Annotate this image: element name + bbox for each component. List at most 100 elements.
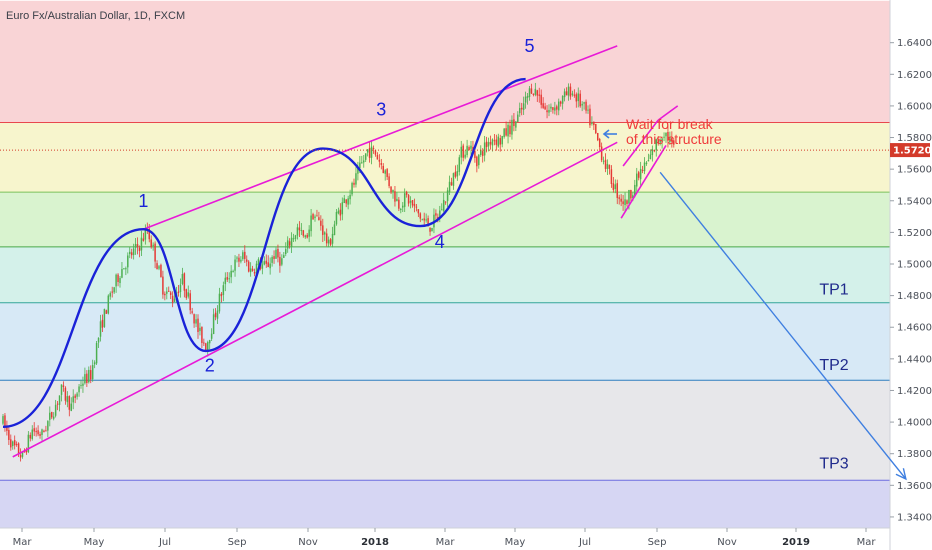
candle-up xyxy=(636,173,638,187)
candle-up xyxy=(212,314,215,335)
candle-up xyxy=(181,274,184,284)
candle-up xyxy=(292,238,295,240)
candle-up xyxy=(524,96,527,103)
candle-down xyxy=(462,145,464,158)
candle-up xyxy=(58,395,61,405)
candle-up xyxy=(643,162,646,172)
candle-up xyxy=(331,233,334,244)
candle-down xyxy=(641,169,644,171)
price-tick-label: 1.48000 xyxy=(897,291,932,302)
candle-down xyxy=(177,291,180,294)
price-tick-label: 1.50000 xyxy=(897,260,932,271)
candle-up xyxy=(458,157,461,172)
candle-up xyxy=(49,412,51,420)
candle-up xyxy=(107,295,110,314)
candle-down xyxy=(74,395,76,398)
candle-down xyxy=(25,450,28,453)
candle-down xyxy=(435,213,437,216)
candle-down xyxy=(532,93,535,96)
time-tick-label: Sep xyxy=(648,537,667,548)
candle-down xyxy=(68,396,71,410)
candle-up xyxy=(528,88,531,97)
candle-down xyxy=(4,415,6,427)
candle-down xyxy=(101,319,104,328)
candle-up xyxy=(60,384,63,395)
candle-down xyxy=(419,213,422,219)
candle-up xyxy=(304,235,306,238)
candle-up xyxy=(113,287,115,293)
candle-up xyxy=(173,298,176,302)
candle-down xyxy=(251,268,254,271)
candle-down xyxy=(368,147,371,158)
candle-up xyxy=(72,396,74,403)
candle-down xyxy=(468,147,470,151)
candle-up xyxy=(563,91,566,98)
candle-up xyxy=(364,153,367,160)
candle-up xyxy=(115,274,117,287)
candle-down xyxy=(388,176,390,187)
candle-down xyxy=(298,227,301,231)
candle-down xyxy=(171,295,174,303)
candle-up xyxy=(54,404,57,416)
candle-up xyxy=(480,149,482,155)
candle-up xyxy=(661,138,663,142)
candle-up xyxy=(310,215,312,232)
candle-down xyxy=(244,251,246,259)
wave-label: 1 xyxy=(138,191,148,211)
candle-up xyxy=(370,146,373,158)
candle-down xyxy=(19,455,22,458)
wave-label: 5 xyxy=(524,36,534,56)
candle-up xyxy=(624,199,626,205)
time-tick-label: Nov xyxy=(298,537,318,548)
candle-up xyxy=(587,109,589,111)
candle-down xyxy=(156,263,158,270)
fib-zones xyxy=(0,0,890,528)
candle-up xyxy=(384,170,386,174)
time-tick-label: Jul xyxy=(578,537,591,548)
candle-down xyxy=(626,200,628,204)
candle-up xyxy=(314,216,316,218)
candle-up xyxy=(269,263,271,269)
channel-upper-line xyxy=(143,45,618,230)
candle-up xyxy=(294,235,297,239)
target-label: TP2 xyxy=(819,357,848,374)
candle-down xyxy=(608,165,611,169)
candle-up xyxy=(281,258,283,265)
time-tick-label: Jul xyxy=(158,537,171,548)
candle-up xyxy=(285,249,287,254)
candle-up xyxy=(554,107,556,111)
candle-up xyxy=(349,194,351,200)
candle-up xyxy=(501,136,503,145)
candle-up xyxy=(216,310,219,319)
candle-up xyxy=(550,106,552,109)
candle-up xyxy=(230,270,232,278)
price-axis[interactable]: 1.34000 1.36000 1.38000 1.40000 1.42000 1.440… xyxy=(890,38,932,523)
candle-down xyxy=(312,214,314,220)
candle-down xyxy=(429,227,431,232)
candle-down xyxy=(585,101,587,111)
candle-down xyxy=(162,276,164,295)
candle-up xyxy=(99,321,102,337)
candle-up xyxy=(166,291,168,294)
candle-down xyxy=(509,125,511,135)
time-axis[interactable]: Mar May Jul Sep Nov 2018 Mar May Jul Sep Nov 2019 Ma… xyxy=(13,528,877,548)
candle-up xyxy=(439,210,441,219)
wave-label: 3 xyxy=(376,99,386,119)
projection-arrow-line xyxy=(659,171,907,480)
candle-up xyxy=(567,86,570,96)
candle-down xyxy=(481,151,484,156)
candle-down xyxy=(318,217,320,221)
candle-up xyxy=(228,278,230,280)
candle-down xyxy=(542,103,544,108)
candle-up xyxy=(446,190,449,202)
candle-down xyxy=(35,431,37,433)
wave-label: 2 xyxy=(205,355,215,375)
candle-up xyxy=(76,393,78,397)
candle-up xyxy=(669,137,671,142)
candle-down xyxy=(168,290,170,292)
price-tick-label: 1.40000 xyxy=(897,418,932,429)
candle-up xyxy=(343,198,345,204)
candle-up xyxy=(283,255,285,258)
candle-down xyxy=(579,93,581,107)
